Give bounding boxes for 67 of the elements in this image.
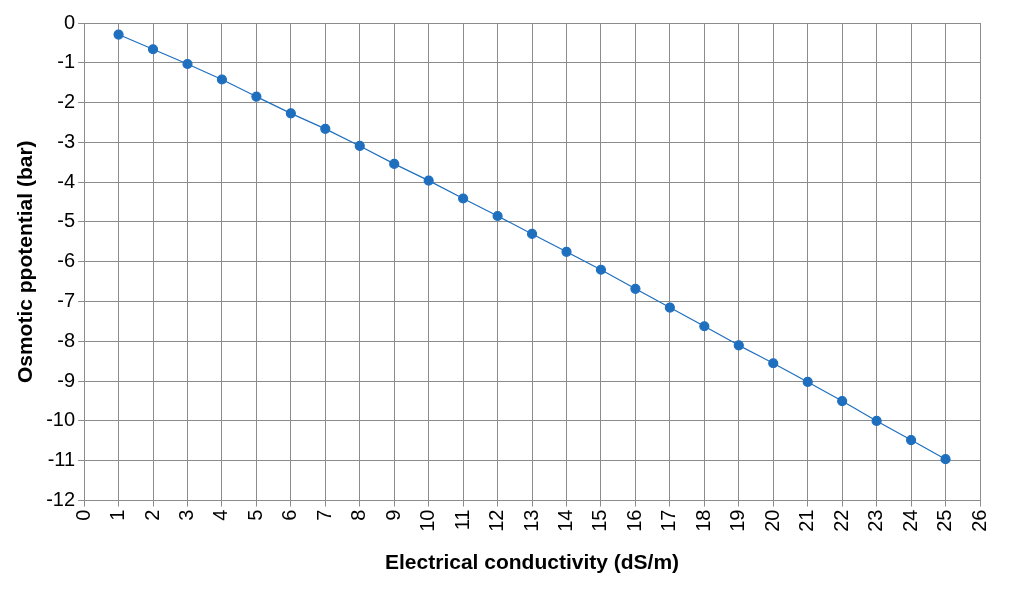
point bbox=[251, 91, 262, 102]
x-tick-label: 17 bbox=[657, 509, 680, 532]
y-tick-label: -10 bbox=[46, 408, 76, 431]
point bbox=[699, 321, 710, 332]
y-tick-label: -7 bbox=[57, 289, 76, 312]
x-tick-label: 16 bbox=[622, 509, 645, 532]
y-tick-label: -6 bbox=[57, 249, 76, 272]
point bbox=[285, 108, 296, 119]
x-tick-label: 21 bbox=[795, 509, 818, 532]
point bbox=[458, 193, 469, 204]
x-tick-label: 3 bbox=[174, 509, 197, 521]
y-tick-label: -8 bbox=[57, 328, 76, 351]
y-tick-label: -11 bbox=[47, 448, 76, 471]
x-tick-label: 12 bbox=[485, 509, 508, 532]
point bbox=[147, 44, 159, 55]
x-tick-label: 25 bbox=[933, 509, 956, 532]
x-tick-label: 10 bbox=[416, 509, 439, 532]
x-tick-label: 15 bbox=[588, 509, 611, 532]
x-tick-label: 13 bbox=[519, 509, 542, 532]
x-tick-label: 4 bbox=[209, 509, 232, 521]
x-tick-label: 7 bbox=[312, 509, 335, 521]
x-tick-label: 26 bbox=[967, 509, 990, 532]
x-tick-label: 23 bbox=[864, 509, 887, 532]
point bbox=[389, 158, 400, 169]
point bbox=[630, 283, 641, 294]
point bbox=[320, 123, 331, 134]
point bbox=[595, 264, 607, 275]
x-tick-label: 2 bbox=[140, 509, 163, 521]
point bbox=[526, 228, 538, 240]
x-tick-label: 24 bbox=[898, 509, 921, 532]
point bbox=[802, 376, 813, 388]
y-tick-label: 0 bbox=[63, 10, 76, 33]
x-tick-label: 5 bbox=[243, 509, 266, 521]
point bbox=[664, 302, 675, 313]
y-tick-label: -3 bbox=[57, 129, 76, 152]
x-tick-label: 0 bbox=[71, 509, 94, 521]
y-tick-label: -2 bbox=[57, 90, 76, 113]
x-tick-label: 20 bbox=[760, 509, 783, 532]
x-axis-title: Electrical conductivity (dS/m) bbox=[385, 550, 680, 574]
x-tick-label: 8 bbox=[347, 509, 370, 521]
point bbox=[354, 140, 365, 152]
point bbox=[768, 358, 779, 369]
y-tick-label: -4 bbox=[57, 169, 76, 192]
x-tick-label: 1 bbox=[106, 509, 129, 521]
y-tick-label: -12 bbox=[46, 488, 76, 511]
x-tick-label: 18 bbox=[691, 509, 714, 532]
point bbox=[905, 434, 917, 446]
x-tick-label: 19 bbox=[726, 509, 749, 532]
point bbox=[940, 454, 951, 465]
y-axis-title: Osmotic ppotential (bar) bbox=[13, 140, 37, 384]
point bbox=[837, 395, 848, 407]
x-tick-label: 9 bbox=[381, 509, 404, 521]
x-tick-label: 11 bbox=[450, 509, 473, 531]
x-tick-label: 22 bbox=[829, 509, 852, 532]
point bbox=[733, 340, 744, 351]
point bbox=[182, 58, 193, 70]
point bbox=[113, 29, 124, 40]
point bbox=[423, 175, 434, 186]
y-tick-label: -9 bbox=[57, 368, 76, 391]
y-tick-label: -5 bbox=[57, 209, 76, 232]
y-tick-label: -1 bbox=[57, 50, 76, 73]
point bbox=[216, 74, 228, 85]
point bbox=[871, 415, 882, 427]
point bbox=[561, 246, 572, 257]
x-tick-label: 14 bbox=[554, 509, 577, 532]
point bbox=[492, 210, 503, 222]
x-tick-label: 6 bbox=[278, 509, 301, 521]
